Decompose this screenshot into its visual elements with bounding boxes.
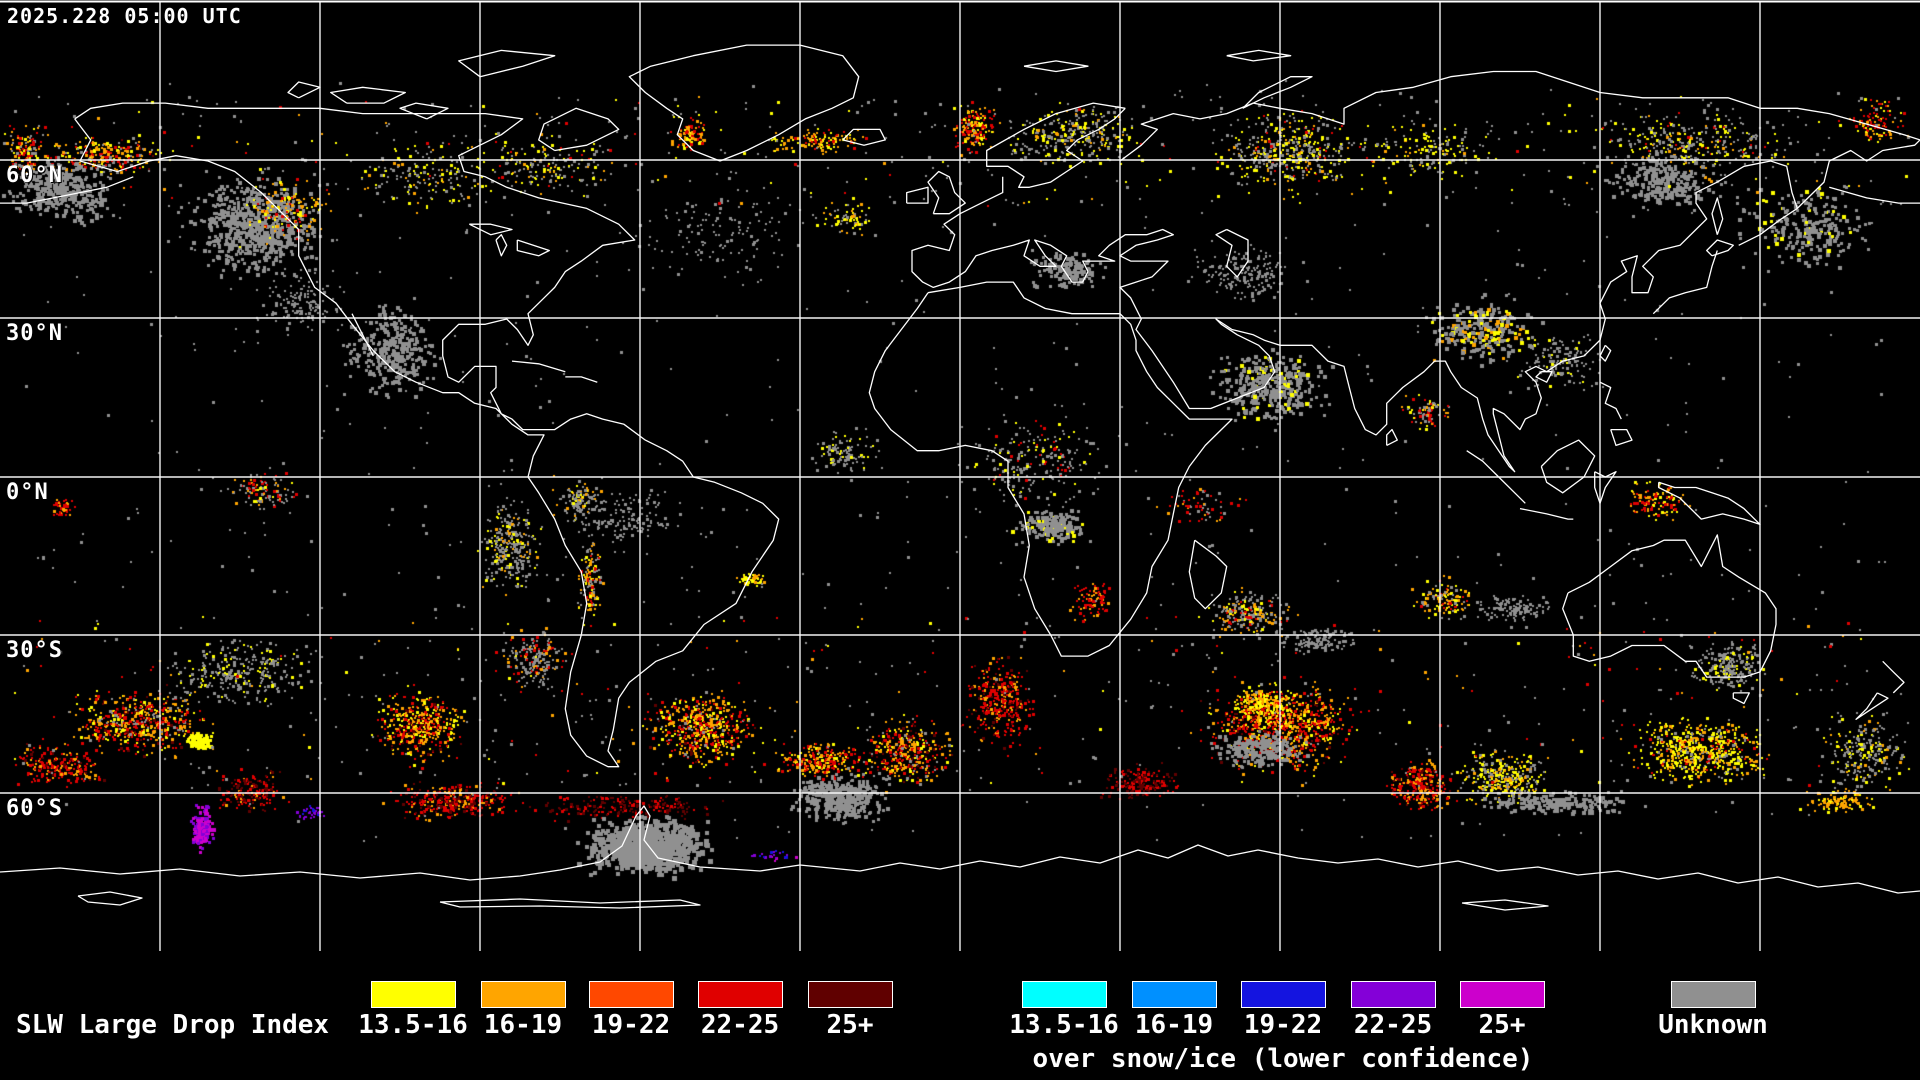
legend-label: 22-25 bbox=[700, 1010, 780, 1040]
legend-label: 25+ bbox=[1478, 1010, 1526, 1040]
legend-swatch-snow-13.5-16 bbox=[1022, 981, 1107, 1008]
latitude-label-60s: 60°S bbox=[6, 796, 63, 821]
legend-label: 19-22 bbox=[1243, 1010, 1323, 1040]
legend-label: 16-19 bbox=[1134, 1010, 1214, 1040]
latitude-label-0n: 0°N bbox=[6, 480, 49, 505]
legend-swatch-snow-19-22 bbox=[1241, 981, 1326, 1008]
latitude-label-60n: 60°N bbox=[6, 163, 63, 188]
grid-coastline-svg bbox=[0, 0, 1920, 951]
legend-label: 16-19 bbox=[483, 1010, 563, 1040]
timestamp: 2025.228 05:00 UTC bbox=[7, 4, 242, 28]
legend-swatch-22-25 bbox=[698, 981, 783, 1008]
legend-swatch-25plus bbox=[808, 981, 893, 1008]
legend-label: 13.5-16 bbox=[1009, 1010, 1119, 1040]
legend-label: 13.5-16 bbox=[358, 1010, 468, 1040]
legend-swatch-13.5-16 bbox=[371, 981, 456, 1008]
latitude-label-30n: 30°N bbox=[6, 321, 63, 346]
legend-label: 19-22 bbox=[591, 1010, 671, 1040]
latitude-label-30s: 30°S bbox=[6, 638, 63, 663]
legend-label: 25+ bbox=[826, 1010, 874, 1040]
legend-swatch-snow-25plus bbox=[1460, 981, 1545, 1008]
legend-subtitle: over snow/ice (lower confidence) bbox=[1032, 1044, 1534, 1074]
legend-title: SLW Large Drop Index bbox=[16, 1010, 330, 1040]
legend-swatch-unknown bbox=[1671, 981, 1756, 1008]
legend-swatch-16-19 bbox=[481, 981, 566, 1008]
legend-label: 22-25 bbox=[1353, 1010, 1433, 1040]
legend-label-unknown: Unknown bbox=[1658, 1010, 1768, 1040]
legend-swatch-snow-16-19 bbox=[1132, 981, 1217, 1008]
legend-swatch-19-22 bbox=[589, 981, 674, 1008]
legend-swatch-snow-22-25 bbox=[1351, 981, 1436, 1008]
